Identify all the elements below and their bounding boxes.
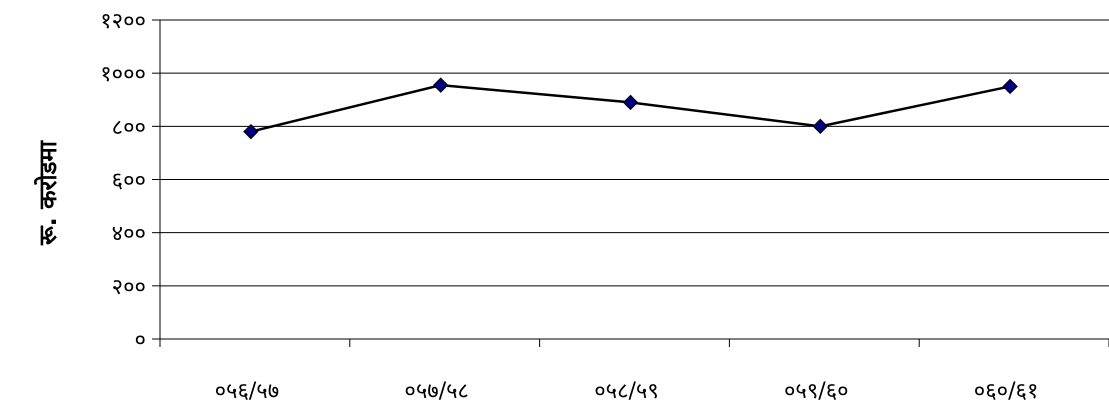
y-tick-label: १०००: [100, 62, 146, 87]
data-point-marker: [243, 123, 259, 140]
data-point-marker: [622, 94, 639, 111]
y-tick-label: ०: [135, 328, 146, 353]
y-tick-label: ८००: [112, 115, 146, 140]
x-tick-label: ०५९/६०: [784, 379, 849, 404]
y-tick-label: ६००: [112, 169, 146, 194]
y-tick-label: १२००: [100, 9, 146, 34]
data-point-marker: [812, 118, 829, 135]
x-tick-label: ०६०/६१: [974, 379, 1039, 404]
y-axis-ticks: ० २०० ४०० ६०० ८०० १००० १२००: [100, 9, 160, 353]
series-layer: [243, 77, 1018, 140]
x-axis-ticks: ०५६/५७ ०५७/५८ ०५८/५९ ०५९/६० ०६०/६१: [159, 339, 1109, 404]
data-point-marker: [1002, 78, 1018, 95]
y-tick-label: २००: [112, 275, 146, 300]
gridlines: [160, 19, 1109, 287]
x-tick-label: ०५७/५८: [404, 379, 469, 404]
y-axis-title: रू. करोडमा: [34, 140, 62, 246]
x-tick-label: ०५६/५७: [215, 379, 280, 404]
y-tick-label: ४००: [112, 222, 146, 247]
data-point-marker: [432, 77, 449, 93]
x-tick-label: ०५८/५९: [594, 379, 659, 404]
